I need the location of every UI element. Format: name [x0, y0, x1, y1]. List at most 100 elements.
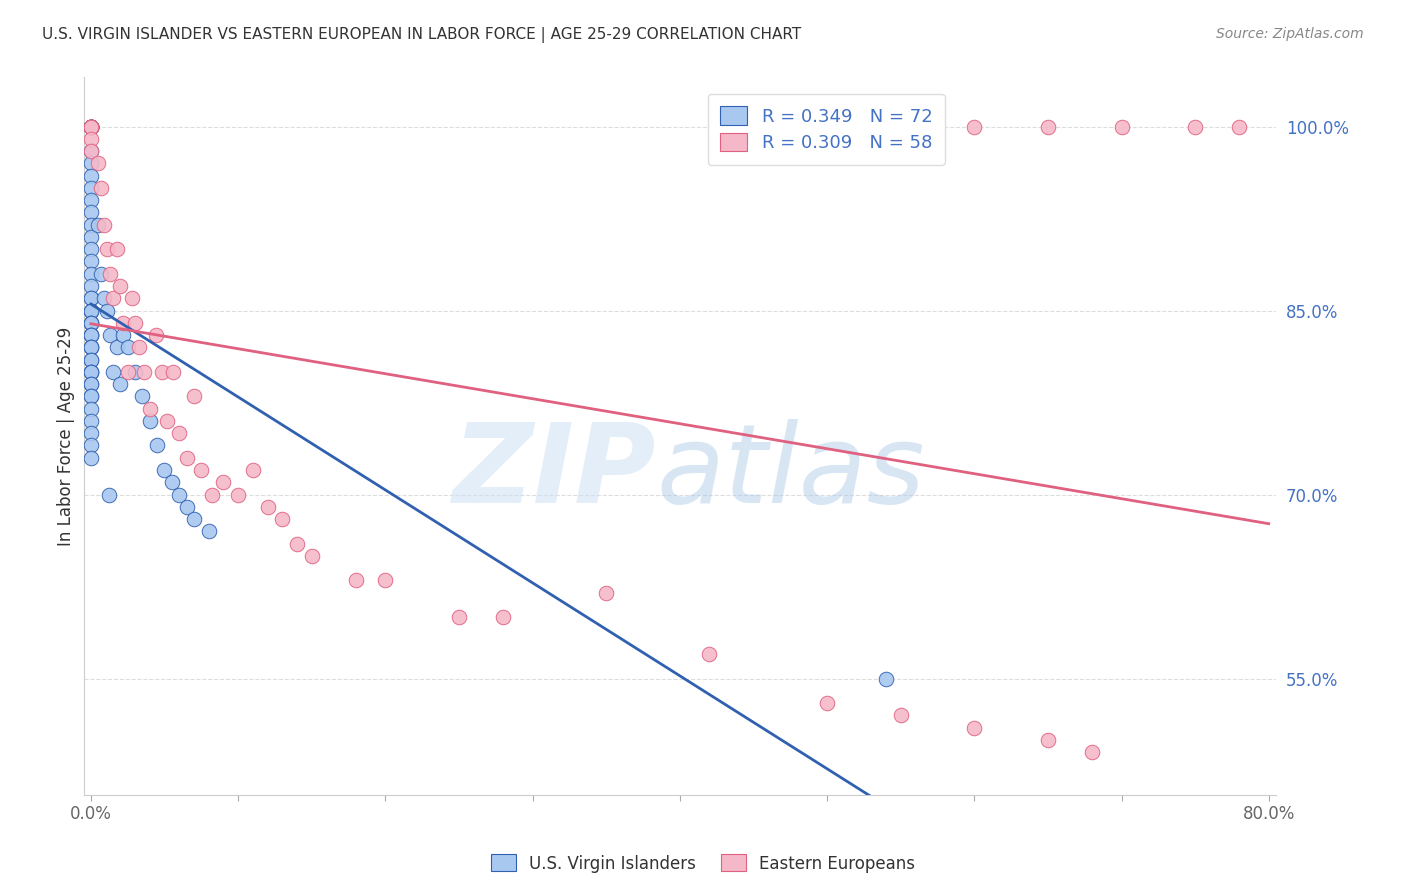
Point: [80, 401, 103, 416]
Text: Source: ZipAtlas.com: Source: ZipAtlas.com: [1216, 27, 1364, 41]
Point: [875, 672, 897, 686]
Point: [80, 316, 103, 330]
Point: [301, 549, 323, 563]
Point: [80, 291, 103, 305]
Point: [101, 291, 124, 305]
Point: [242, 463, 264, 477]
Point: [80, 291, 103, 305]
Point: [117, 365, 139, 379]
Point: [80, 120, 103, 134]
Point: [1036, 120, 1059, 134]
Point: [1184, 120, 1206, 134]
Point: [80, 132, 103, 146]
Point: [80, 340, 103, 354]
Point: [80, 120, 103, 134]
Point: [80, 279, 103, 293]
Point: [176, 450, 198, 465]
Point: [80, 267, 103, 281]
Point: [98, 267, 121, 281]
Point: [145, 328, 167, 343]
Point: [167, 487, 190, 501]
Point: [963, 721, 986, 735]
Point: [153, 463, 176, 477]
Point: [80, 120, 103, 134]
Point: [80, 120, 103, 134]
Point: [80, 450, 103, 465]
Point: [226, 487, 249, 501]
Point: [80, 120, 103, 134]
Point: [80, 328, 103, 343]
Point: [87, 156, 110, 170]
Point: [150, 365, 173, 379]
Point: [1227, 120, 1250, 134]
Point: [90, 181, 112, 195]
Point: [96, 303, 118, 318]
Point: [80, 120, 103, 134]
Point: [80, 352, 103, 367]
Point: [1081, 745, 1104, 759]
Point: [80, 169, 103, 183]
Point: [190, 463, 212, 477]
Point: [87, 218, 110, 232]
Point: [139, 414, 162, 428]
Point: [697, 647, 720, 661]
Point: [80, 340, 103, 354]
Point: [132, 365, 155, 379]
Point: [815, 696, 838, 710]
Point: [124, 365, 146, 379]
Point: [80, 340, 103, 354]
Point: [212, 475, 235, 490]
Point: [80, 377, 103, 392]
Point: [80, 120, 103, 134]
Point: [80, 120, 103, 134]
Point: [80, 120, 103, 134]
Point: [146, 438, 169, 452]
Point: [285, 536, 308, 550]
Point: [1111, 120, 1133, 134]
Point: [80, 389, 103, 403]
Point: [447, 610, 470, 624]
Point: [1036, 732, 1059, 747]
Point: [80, 254, 103, 268]
Point: [93, 218, 115, 232]
Point: [80, 377, 103, 392]
Point: [80, 144, 103, 158]
Point: [80, 365, 103, 379]
Point: [890, 708, 912, 723]
Point: [80, 120, 103, 134]
Point: [80, 438, 103, 452]
Point: [197, 524, 219, 539]
Point: [80, 120, 103, 134]
Point: [167, 426, 190, 441]
Point: [344, 574, 367, 588]
Point: [80, 352, 103, 367]
Point: [105, 340, 128, 354]
Point: [201, 487, 224, 501]
Point: [110, 377, 132, 392]
Point: [160, 475, 183, 490]
Point: [80, 205, 103, 219]
Point: [110, 279, 132, 293]
Point: [80, 218, 103, 232]
Point: [80, 303, 103, 318]
Point: [80, 144, 103, 158]
Point: [80, 414, 103, 428]
Point: [121, 291, 143, 305]
Point: [80, 120, 103, 134]
Point: [124, 316, 146, 330]
Point: [80, 303, 103, 318]
Point: [176, 500, 198, 514]
Point: [80, 316, 103, 330]
Point: [117, 340, 139, 354]
Point: [80, 242, 103, 256]
Point: [80, 426, 103, 441]
Point: [183, 512, 205, 526]
Legend: R = 0.349   N = 72, R = 0.309   N = 58: R = 0.349 N = 72, R = 0.309 N = 58: [707, 94, 945, 165]
Point: [105, 242, 128, 256]
Point: [80, 193, 103, 207]
Point: [80, 181, 103, 195]
Point: [101, 365, 124, 379]
Point: [80, 120, 103, 134]
Point: [595, 585, 617, 599]
Legend: U.S. Virgin Islanders, Eastern Europeans: U.S. Virgin Islanders, Eastern Europeans: [484, 847, 922, 880]
